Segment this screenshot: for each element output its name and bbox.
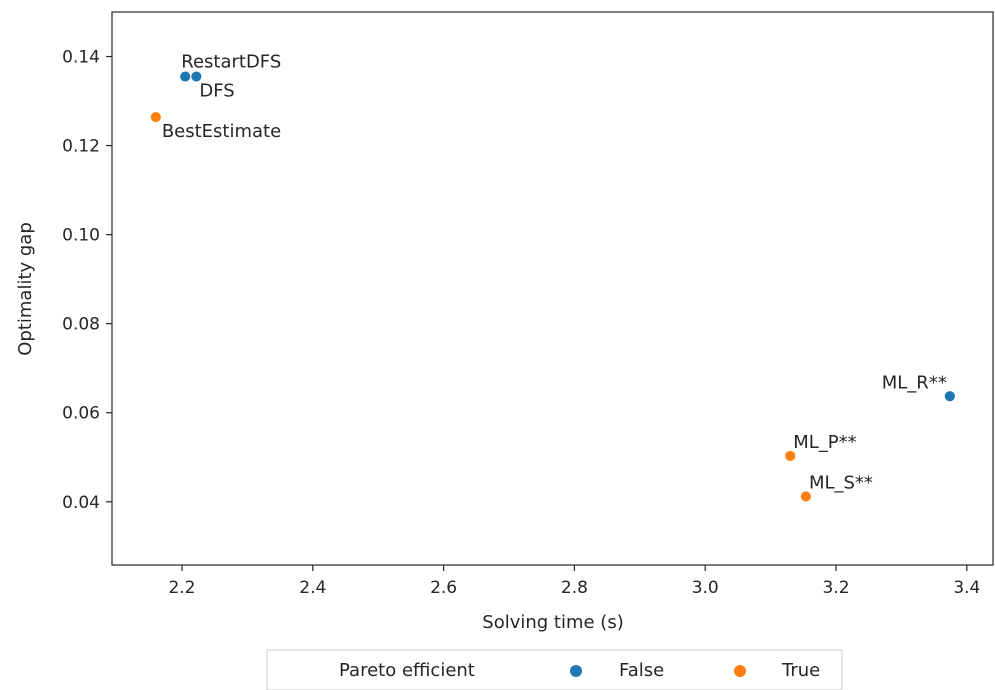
x-axis-label: Solving time (s) <box>482 612 623 633</box>
point-label: RestartDFS <box>181 52 281 73</box>
x-tick-label: 2.2 <box>168 578 195 598</box>
x-tick-label: 3.4 <box>953 578 980 598</box>
legend: Pareto efficient False True <box>266 649 843 690</box>
data-point <box>190 70 203 83</box>
legend-label-true: True <box>781 660 820 681</box>
y-tick-label: 0.06 <box>62 404 100 424</box>
y-axis: 0.04 0.06 0.08 0.10 0.12 0.14 <box>62 48 112 513</box>
point-label: ML_R** <box>882 372 947 393</box>
x-tick-label: 2.6 <box>430 578 457 598</box>
legend-label-false: False <box>619 660 664 681</box>
y-tick-label: 0.04 <box>62 493 100 513</box>
data-point <box>800 490 812 503</box>
point-label: BestEstimate <box>162 121 281 142</box>
y-tick-label: 0.08 <box>62 315 100 335</box>
data-points: RestartDFS DFS BestEstimate ML_R** ML_P** ML_… <box>149 52 956 503</box>
legend-marker-false <box>570 665 582 677</box>
data-point <box>943 390 956 403</box>
y-axis-label: Optimality gap <box>15 222 36 356</box>
y-tick-label: 0.14 <box>62 48 100 68</box>
point-label: ML_P** <box>793 432 856 453</box>
x-tick-label: 2.4 <box>299 578 326 598</box>
y-tick-label: 0.10 <box>62 226 100 246</box>
x-axis: 2.2 2.4 2.6 2.8 3.0 3.2 3.4 <box>168 565 980 598</box>
point-label: ML_S** <box>809 472 873 493</box>
x-tick-label: 3.0 <box>692 578 719 598</box>
point-label: DFS <box>199 81 234 102</box>
legend-frame <box>266 649 843 690</box>
y-tick-label: 0.12 <box>62 137 100 157</box>
legend-marker-true <box>734 665 746 677</box>
plot-area <box>111 11 994 566</box>
data-point <box>784 450 797 462</box>
data-point <box>179 70 192 83</box>
legend-title: Pareto efficient <box>339 660 475 681</box>
x-tick-label: 2.8 <box>561 578 588 598</box>
data-point <box>149 111 162 123</box>
x-tick-label: 3.2 <box>823 578 850 598</box>
